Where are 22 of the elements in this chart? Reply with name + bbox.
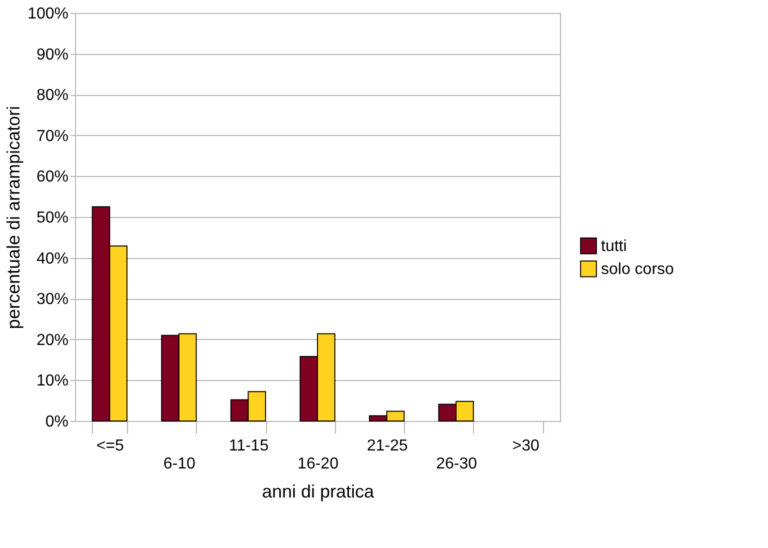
y-tick-label: 10%	[36, 372, 68, 390]
y-tick-label: 60%	[36, 168, 68, 186]
x-tick-label: 21-25	[366, 438, 408, 454]
y-axis-title: percentuale di arrampicatori	[4, 106, 24, 330]
legend-label: tutti	[601, 238, 627, 255]
y-tick-label: 90%	[36, 46, 68, 64]
y-tick-label: 40%	[36, 250, 68, 268]
y-tick-label: 0%	[45, 414, 68, 430]
x-tick-label: 11-15	[228, 438, 269, 454]
y-tick-label: 100%	[28, 6, 68, 22]
legend-label: solo corso	[601, 260, 674, 278]
x-tick-label: <=5	[96, 438, 124, 454]
x-tick-label: 16-20	[298, 456, 339, 472]
x-tick-label: 26-30	[436, 456, 478, 472]
y-tick-label: 70%	[36, 128, 68, 145]
x-tick-label: 6-10	[163, 456, 196, 472]
y-tick-label: 20%	[36, 332, 68, 349]
x-axis-title: anni di pratica	[262, 482, 376, 502]
x-tick-label: >30	[512, 438, 540, 454]
y-tick-label: 50%	[36, 210, 68, 226]
y-tick-label: 80%	[36, 87, 68, 104]
y-tick-label: 30%	[36, 291, 68, 308]
